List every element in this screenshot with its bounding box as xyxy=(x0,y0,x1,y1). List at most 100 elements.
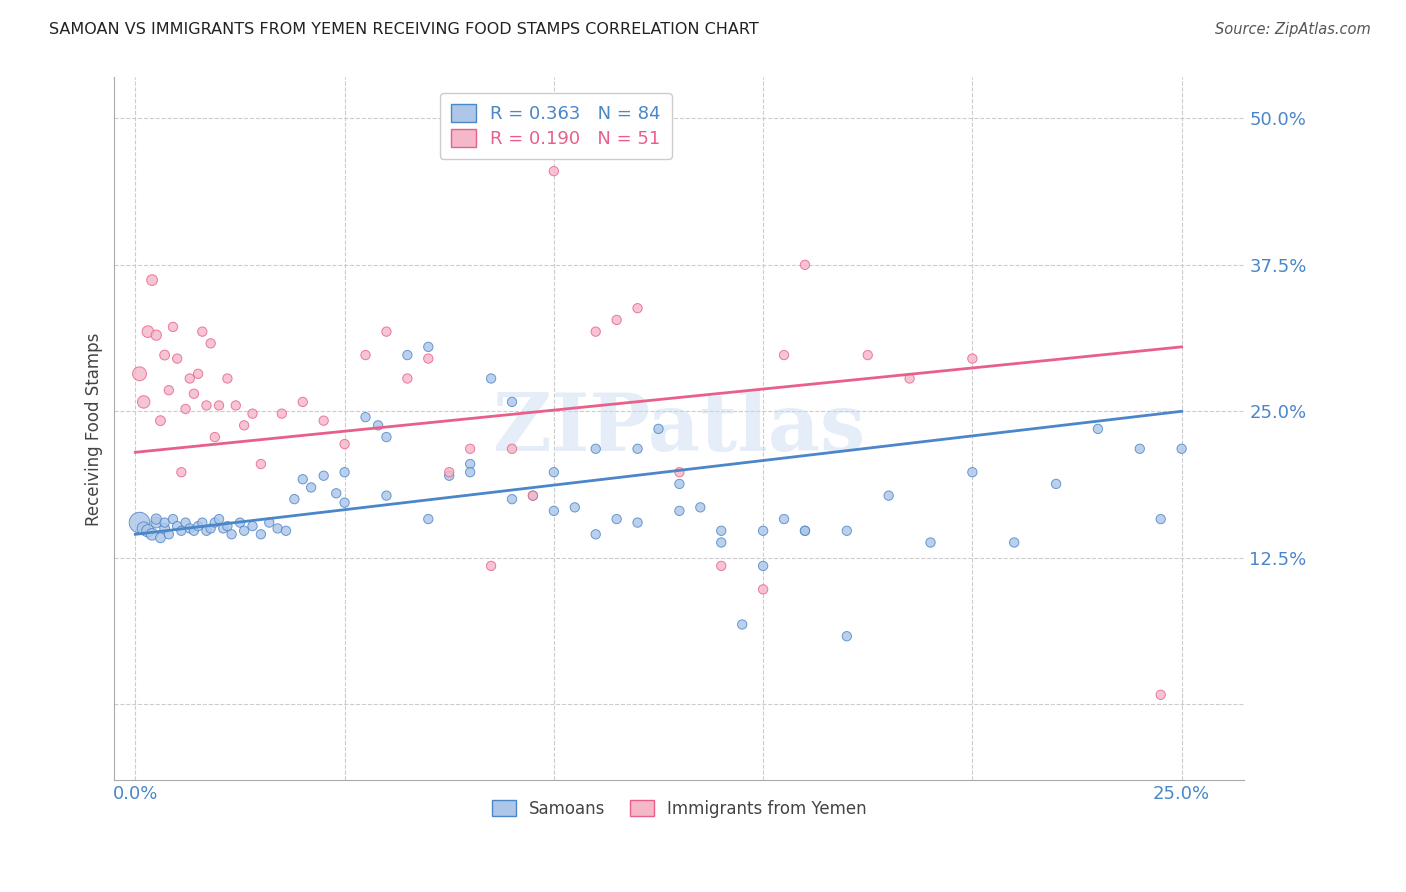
Point xyxy=(1170,442,1192,456)
Point xyxy=(145,512,167,526)
Point xyxy=(585,527,607,541)
Point xyxy=(458,465,481,479)
Legend: Samoans, Immigrants from Yemen: Samoans, Immigrants from Yemen xyxy=(485,793,873,825)
Point xyxy=(149,531,172,545)
Point xyxy=(153,348,176,362)
Point xyxy=(543,465,565,479)
Point xyxy=(375,489,398,503)
Point xyxy=(242,519,264,533)
Point xyxy=(752,558,775,573)
Point xyxy=(962,465,984,479)
Point xyxy=(898,371,921,385)
Point xyxy=(626,516,648,530)
Point xyxy=(183,524,205,538)
Point xyxy=(606,313,628,327)
Point xyxy=(835,524,858,538)
Point xyxy=(195,399,218,413)
Point xyxy=(299,480,322,494)
Point xyxy=(962,351,984,366)
Point xyxy=(170,524,193,538)
Point xyxy=(668,465,690,479)
Point xyxy=(501,442,523,456)
Point xyxy=(585,442,607,456)
Point xyxy=(794,524,817,538)
Point xyxy=(225,399,247,413)
Point xyxy=(217,371,239,385)
Point xyxy=(773,348,796,362)
Point xyxy=(333,437,356,451)
Point xyxy=(157,383,180,397)
Point xyxy=(149,414,172,428)
Point xyxy=(195,524,218,538)
Point xyxy=(200,336,222,351)
Point xyxy=(141,527,163,541)
Point xyxy=(752,524,775,538)
Point xyxy=(191,325,214,339)
Point xyxy=(439,468,461,483)
Point xyxy=(710,535,733,549)
Point xyxy=(191,516,214,530)
Y-axis label: Receiving Food Stamps: Receiving Food Stamps xyxy=(86,332,103,525)
Point xyxy=(291,472,314,486)
Point xyxy=(710,524,733,538)
Point xyxy=(794,258,817,272)
Point xyxy=(354,410,377,425)
Point xyxy=(920,535,942,549)
Point xyxy=(1150,688,1173,702)
Point xyxy=(752,582,775,597)
Point xyxy=(170,465,193,479)
Point xyxy=(501,492,523,507)
Point xyxy=(543,504,565,518)
Point xyxy=(626,301,648,316)
Point xyxy=(270,407,292,421)
Point xyxy=(217,519,239,533)
Point xyxy=(710,558,733,573)
Point xyxy=(375,325,398,339)
Point xyxy=(668,504,690,518)
Point xyxy=(233,418,256,433)
Point xyxy=(543,164,565,178)
Point xyxy=(183,386,205,401)
Point xyxy=(396,371,419,385)
Text: SAMOAN VS IMMIGRANTS FROM YEMEN RECEIVING FOOD STAMPS CORRELATION CHART: SAMOAN VS IMMIGRANTS FROM YEMEN RECEIVIN… xyxy=(49,22,759,37)
Point xyxy=(153,521,176,535)
Point xyxy=(501,395,523,409)
Point xyxy=(835,629,858,643)
Point xyxy=(354,348,377,362)
Point xyxy=(157,527,180,541)
Point xyxy=(626,442,648,456)
Point xyxy=(418,512,440,526)
Point xyxy=(250,527,273,541)
Point xyxy=(418,351,440,366)
Point xyxy=(458,442,481,456)
Point xyxy=(242,407,264,421)
Point xyxy=(145,516,167,530)
Point xyxy=(1129,442,1152,456)
Point xyxy=(162,320,184,334)
Point xyxy=(856,348,879,362)
Point xyxy=(204,516,226,530)
Point xyxy=(396,348,419,362)
Point xyxy=(606,512,628,526)
Point xyxy=(794,524,817,538)
Point xyxy=(522,489,544,503)
Point xyxy=(162,512,184,526)
Point xyxy=(773,512,796,526)
Point xyxy=(233,524,256,538)
Point xyxy=(585,325,607,339)
Point xyxy=(141,273,163,287)
Point xyxy=(229,516,252,530)
Point xyxy=(179,521,201,535)
Point xyxy=(187,519,209,533)
Point xyxy=(128,516,150,530)
Point xyxy=(250,457,273,471)
Point xyxy=(128,367,150,381)
Point xyxy=(200,521,222,535)
Point xyxy=(647,422,669,436)
Point xyxy=(166,519,188,533)
Point xyxy=(208,399,231,413)
Point xyxy=(877,489,900,503)
Point xyxy=(479,371,502,385)
Point xyxy=(458,457,481,471)
Point xyxy=(439,465,461,479)
